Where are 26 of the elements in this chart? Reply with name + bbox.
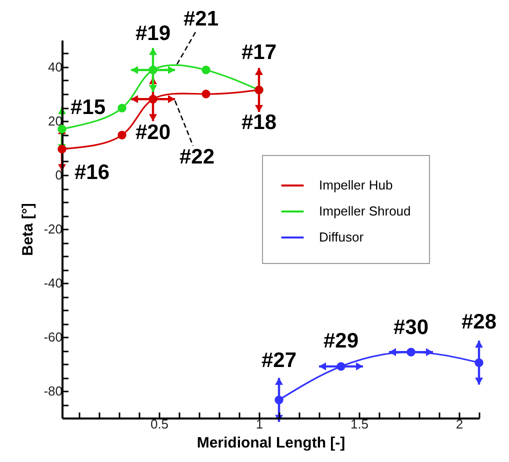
annotation: #28 bbox=[461, 310, 497, 334]
annotation: #15 bbox=[70, 96, 106, 120]
annotation: #29 bbox=[323, 329, 359, 352]
annotation: #30 bbox=[393, 316, 429, 340]
y-axis-title: Beta [°] bbox=[20, 203, 37, 256]
annotation: #27 bbox=[261, 348, 297, 372]
legend-label: Impeller Shroud bbox=[319, 204, 411, 218]
annotation: #21 bbox=[183, 7, 219, 30]
y-tick-label: -40 bbox=[44, 276, 62, 290]
annotation: #16 bbox=[74, 161, 110, 184]
x-tick-label: 1.5 bbox=[350, 416, 369, 432]
y-tick-label: -20 bbox=[44, 222, 62, 236]
y-tick-label: -60 bbox=[44, 330, 62, 344]
annotation: #17 bbox=[241, 40, 277, 64]
annotation: #20 bbox=[135, 121, 171, 144]
x-tick-label: 2 bbox=[456, 416, 464, 432]
y-tick-label: 40 bbox=[48, 60, 62, 74]
legend-label: Impeller Hub bbox=[319, 178, 393, 192]
annotation: #22 bbox=[179, 146, 215, 169]
y-tick-label: -80 bbox=[44, 384, 62, 398]
annotation: #18 bbox=[241, 110, 277, 134]
x-tick-label: 1 bbox=[256, 416, 264, 432]
x-axis-title: Meridional Length [-] bbox=[196, 434, 346, 452]
x-tick-label: 0.5 bbox=[150, 416, 169, 432]
annotation: #19 bbox=[135, 22, 171, 45]
legend-label: Diffusor bbox=[319, 230, 364, 244]
